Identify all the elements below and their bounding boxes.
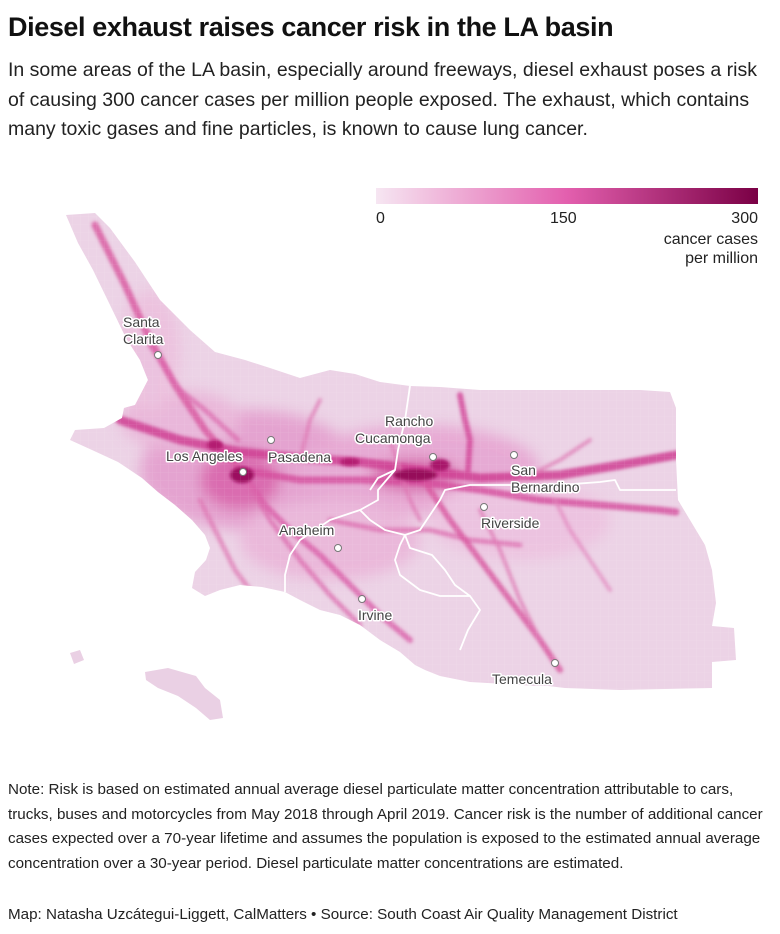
catalina-island [145,668,223,720]
legend-tick-150: 150 [550,210,577,227]
riverside-label: Riverside [481,515,540,531]
pasadena-dot [267,436,275,444]
credit-line: Map: Natasha Uzcátegui-Liggett, CalMatte… [8,906,678,923]
city-riverside: Riverside [480,503,541,533]
legend-tick-0: 0 [376,210,385,227]
risk-heat-layer [66,213,736,690]
rancho-cucamonga-label-1: Rancho [385,413,433,429]
pasadena-label: Pasadena [268,449,331,465]
legend-tick-300: 300 [731,210,758,227]
city-san-bernardino: San Bernardino [510,451,581,497]
city-anaheim: Anaheim [278,521,342,552]
color-legend: 0 150 300 cancer cases per million [376,188,758,268]
city-irvine: Irvine [357,595,394,625]
legend-unit-line-2: per million [685,250,758,267]
map-subtitle: In some areas of the LA basin, especiall… [8,59,757,140]
city-temecula: Temecula [491,659,559,689]
santa-clarita-label-1: Santa [123,314,160,330]
santa-clarita-label-2: Clarita [123,331,164,347]
city-pasadena: Pasadena [267,436,333,467]
santa-clarita-dot [154,351,162,359]
riverside-dot [480,503,488,511]
legend-gradient-bar [376,188,758,204]
san-bernardino-label-1: San [511,462,536,478]
rancho-cucamonga-label-2: Cucamonga [355,430,431,446]
irvine-dot [358,595,366,603]
city-rancho-cucamonga: Rancho Cucamonga [354,412,437,461]
los-angeles-dot [239,468,247,476]
temecula-label: Temecula [492,671,552,687]
anaheim-dot [334,544,342,552]
anaheim-label: Anaheim [279,522,334,538]
los-angeles-label: Los Angeles [166,448,242,464]
city-santa-clarita: Santa Clarita [122,313,165,359]
city-markers: Santa Clarita Rancho Cucamonga Los Angel… [122,313,582,689]
city-los-angeles: Los Angeles [165,447,247,476]
legend-unit-label: cancer cases per million [664,230,758,268]
rancho-cucamonga-dot [429,453,437,461]
map-title: Diesel exhaust raises cancer risk in the… [8,12,614,42]
irvine-label: Irvine [358,607,392,623]
la-basin-risk-map: Santa Clarita Rancho Cucamonga Los Angel… [66,213,736,720]
small-island [70,650,84,664]
legend-unit-line-1: cancer cases [663,231,758,248]
footnote: Note: Risk is based on estimated annual … [8,781,763,872]
temecula-dot [551,659,559,667]
san-bernardino-dot [510,451,518,459]
county-boundaries [284,385,676,651]
san-bernardino-label-2: Bernardino [511,479,580,495]
